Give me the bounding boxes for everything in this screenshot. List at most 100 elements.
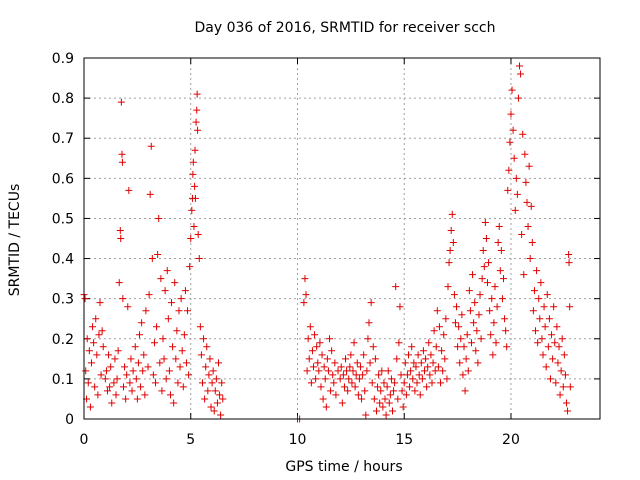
data-point xyxy=(93,351,101,359)
data-point xyxy=(541,323,549,331)
data-point xyxy=(411,387,419,395)
data-point xyxy=(502,327,510,335)
data-point xyxy=(182,359,190,367)
data-point xyxy=(524,222,532,230)
data-point xyxy=(180,331,188,339)
data-point xyxy=(303,367,311,375)
data-point xyxy=(94,391,102,399)
data-point xyxy=(142,307,150,315)
data-point xyxy=(97,371,105,379)
data-point xyxy=(348,379,356,387)
data-point xyxy=(178,347,186,355)
data-point xyxy=(548,331,556,339)
data-point xyxy=(92,315,100,323)
data-point xyxy=(462,355,470,363)
data-point xyxy=(358,395,366,403)
data-point xyxy=(491,283,499,291)
data-point xyxy=(330,379,338,387)
data-point xyxy=(512,174,520,182)
data-point xyxy=(560,351,568,359)
data-point xyxy=(558,335,566,343)
data-point xyxy=(453,303,461,311)
data-point xyxy=(84,379,92,387)
data-point xyxy=(107,363,115,371)
data-point xyxy=(407,367,415,375)
data-point xyxy=(513,190,521,198)
data-point xyxy=(345,375,353,383)
data-point xyxy=(332,391,340,399)
data-point xyxy=(448,210,456,218)
data-point xyxy=(153,323,161,331)
data-point xyxy=(150,339,158,347)
scatter-points xyxy=(80,62,574,423)
data-point xyxy=(365,319,373,327)
data-point xyxy=(412,363,420,371)
plot-frame xyxy=(83,57,601,420)
data-point xyxy=(465,287,473,295)
data-point xyxy=(400,379,408,387)
data-point xyxy=(433,307,441,315)
data-point xyxy=(393,355,401,363)
data-point xyxy=(455,323,463,331)
data-point xyxy=(189,158,197,166)
data-point xyxy=(145,291,153,299)
data-point xyxy=(360,351,368,359)
data-point xyxy=(443,375,451,383)
data-point xyxy=(385,399,393,407)
data-point xyxy=(119,383,127,391)
data-point xyxy=(406,383,414,391)
data-point xyxy=(95,331,103,339)
data-point xyxy=(313,343,321,351)
y-tick-label: 0.9 xyxy=(52,51,74,67)
data-point xyxy=(340,383,348,391)
data-point xyxy=(539,351,547,359)
data-point xyxy=(418,375,426,383)
data-point xyxy=(119,295,127,303)
data-point xyxy=(118,158,126,166)
data-point xyxy=(477,335,485,343)
data-point xyxy=(565,259,573,267)
data-point xyxy=(217,411,225,419)
data-point xyxy=(351,383,359,391)
data-point xyxy=(171,279,179,287)
data-point xyxy=(114,347,122,355)
data-point xyxy=(311,331,319,339)
data-point xyxy=(300,299,308,307)
data-point xyxy=(184,307,192,315)
data-point xyxy=(540,303,548,311)
data-point xyxy=(514,94,522,102)
data-point xyxy=(521,150,529,158)
data-point xyxy=(152,379,160,387)
data-point xyxy=(408,343,416,351)
axis-ticks: 0 0.1 0.2 0.3 0.4 0.5 0.6 0.7 0.8 0.9 0 5 10 15 20 xyxy=(52,51,600,448)
data-point xyxy=(356,363,364,371)
data-point xyxy=(424,363,432,371)
data-point xyxy=(331,359,339,367)
data-point xyxy=(118,150,126,158)
data-point xyxy=(459,371,467,379)
data-point xyxy=(429,359,437,367)
data-point xyxy=(99,343,107,351)
data-point xyxy=(394,395,402,403)
data-point xyxy=(146,190,154,198)
data-point xyxy=(307,379,315,387)
data-point xyxy=(149,371,157,379)
data-point xyxy=(320,363,328,371)
data-point xyxy=(386,391,394,399)
data-point xyxy=(517,70,525,78)
data-point xyxy=(363,367,371,375)
data-point xyxy=(314,359,322,367)
data-point xyxy=(399,403,407,411)
data-point xyxy=(520,271,528,279)
y-tick-label: 0.5 xyxy=(52,211,74,227)
data-point xyxy=(536,315,544,323)
data-point xyxy=(414,351,422,359)
data-point xyxy=(147,142,155,150)
data-point xyxy=(127,355,135,363)
data-point xyxy=(353,359,361,367)
data-point xyxy=(445,259,453,267)
data-point xyxy=(190,222,198,230)
data-point xyxy=(464,367,472,375)
data-point xyxy=(173,327,181,335)
data-point xyxy=(116,226,124,234)
